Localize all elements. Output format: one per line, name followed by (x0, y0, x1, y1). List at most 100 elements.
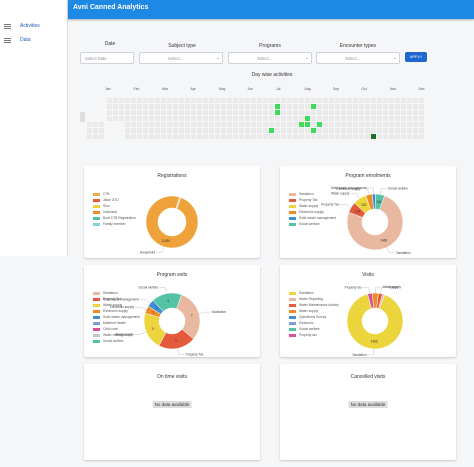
heatmap-cell[interactable] (215, 110, 220, 115)
heatmap-cell[interactable] (143, 122, 148, 127)
heatmap-cell[interactable] (155, 128, 160, 133)
heatmap-cell[interactable] (413, 104, 418, 109)
heatmap-cell[interactable] (167, 110, 172, 115)
heatmap-cell[interactable] (143, 116, 148, 121)
heatmap-cell[interactable] (143, 104, 148, 109)
donut-slice[interactable] (176, 197, 182, 210)
heatmap-cell[interactable] (197, 134, 202, 139)
heatmap-cell[interactable] (209, 134, 214, 139)
heatmap-cell[interactable] (257, 128, 262, 133)
heatmap-cell[interactable] (377, 104, 382, 109)
heatmap-cell[interactable] (143, 110, 148, 115)
heatmap-cell[interactable] (113, 104, 118, 109)
heatmap-cell[interactable] (251, 134, 256, 139)
heatmap-cell[interactable] (197, 122, 202, 127)
heatmap-cell[interactable] (125, 116, 130, 121)
heatmap-cell[interactable] (359, 128, 364, 133)
heatmap-cell[interactable] (413, 128, 418, 133)
heatmap-cell[interactable] (413, 98, 418, 103)
donut-slice[interactable] (152, 292, 182, 312)
heatmap-cell[interactable] (317, 104, 322, 109)
heatmap-cell[interactable] (221, 98, 226, 103)
heatmap-cell[interactable] (419, 110, 424, 115)
heatmap-cell[interactable] (113, 110, 118, 115)
heatmap-cell[interactable] (245, 128, 250, 133)
heatmap-cell[interactable] (245, 110, 250, 115)
heatmap-cell[interactable] (341, 128, 346, 133)
heatmap-cell[interactable] (281, 98, 286, 103)
heatmap-cell[interactable] (401, 134, 406, 139)
heatmap-cell[interactable] (359, 98, 364, 103)
heatmap-cell[interactable] (185, 104, 190, 109)
heatmap-cell[interactable] (257, 116, 262, 121)
heatmap-cell[interactable] (329, 134, 334, 139)
heatmap-cell[interactable] (99, 134, 104, 139)
heatmap-cell[interactable] (389, 98, 394, 103)
heatmap-cell[interactable] (149, 134, 154, 139)
heatmap-cell[interactable] (329, 122, 334, 127)
heatmap-cell[interactable] (245, 134, 250, 139)
heatmap-cell[interactable] (167, 104, 172, 109)
heatmap-cell[interactable] (215, 122, 220, 127)
heatmap-cell[interactable] (359, 116, 364, 121)
heatmap-cell[interactable] (191, 128, 196, 133)
heatmap-cell[interactable] (395, 98, 400, 103)
heatmap-cell[interactable] (347, 104, 352, 109)
heatmap-cell[interactable] (131, 98, 136, 103)
heatmap-cell[interactable] (299, 122, 304, 127)
heatmap-cell[interactable] (341, 134, 346, 139)
heatmap-cell[interactable] (335, 98, 340, 103)
heatmap-cell[interactable] (191, 116, 196, 121)
heatmap-cell[interactable] (251, 116, 256, 121)
heatmap-cell[interactable] (371, 104, 376, 109)
heatmap-cell[interactable] (299, 98, 304, 103)
heatmap-cell[interactable] (251, 98, 256, 103)
heatmap-cell[interactable] (131, 128, 136, 133)
heatmap-cell[interactable] (185, 110, 190, 115)
heatmap-cell[interactable] (341, 116, 346, 121)
heatmap-cell[interactable] (407, 122, 412, 127)
heatmap-cell[interactable] (149, 116, 154, 121)
heatmap-cell[interactable] (251, 104, 256, 109)
heatmap-cell[interactable] (377, 134, 382, 139)
heatmap-cell[interactable] (161, 104, 166, 109)
heatmap-cell[interactable] (287, 110, 292, 115)
heatmap-cell[interactable] (401, 116, 406, 121)
heatmap-cell[interactable] (215, 98, 220, 103)
heatmap-cell[interactable] (299, 134, 304, 139)
heatmap-cell[interactable] (173, 122, 178, 127)
heatmap-cell[interactable] (185, 128, 190, 133)
heatmap-cell[interactable] (293, 116, 298, 121)
heatmap-cell[interactable] (191, 104, 196, 109)
heatmap-cell[interactable] (179, 122, 184, 127)
heatmap-cell[interactable] (407, 134, 412, 139)
heatmap-cell[interactable] (263, 98, 268, 103)
heatmap-cell[interactable] (197, 128, 202, 133)
heatmap-cell[interactable] (93, 122, 98, 127)
heatmap-cell[interactable] (191, 110, 196, 115)
heatmap-cell[interactable] (407, 116, 412, 121)
heatmap-cell[interactable] (305, 122, 310, 127)
heatmap-cell[interactable] (311, 98, 316, 103)
heatmap-cell[interactable] (161, 134, 166, 139)
heatmap-cell[interactable] (401, 98, 406, 103)
heatmap-cell[interactable] (209, 128, 214, 133)
heatmap-cell[interactable] (389, 116, 394, 121)
heatmap-cell[interactable] (173, 110, 178, 115)
heatmap-cell[interactable] (383, 116, 388, 121)
heatmap-cell[interactable] (311, 104, 316, 109)
heatmap-cell[interactable] (371, 98, 376, 103)
heatmap-cell[interactable] (401, 104, 406, 109)
heatmap-cell[interactable] (239, 104, 244, 109)
heatmap-cell[interactable] (221, 110, 226, 115)
heatmap-cell[interactable] (305, 134, 310, 139)
heatmap-cell[interactable] (251, 122, 256, 127)
heatmap-cell[interactable] (137, 104, 142, 109)
donut-slice[interactable] (346, 293, 404, 350)
heatmap-cell[interactable] (383, 134, 388, 139)
heatmap-cell[interactable] (317, 116, 322, 121)
heatmap-cell[interactable] (125, 128, 130, 133)
heatmap-cell[interactable] (173, 104, 178, 109)
heatmap-cell[interactable] (239, 134, 244, 139)
heatmap-cell[interactable] (305, 128, 310, 133)
